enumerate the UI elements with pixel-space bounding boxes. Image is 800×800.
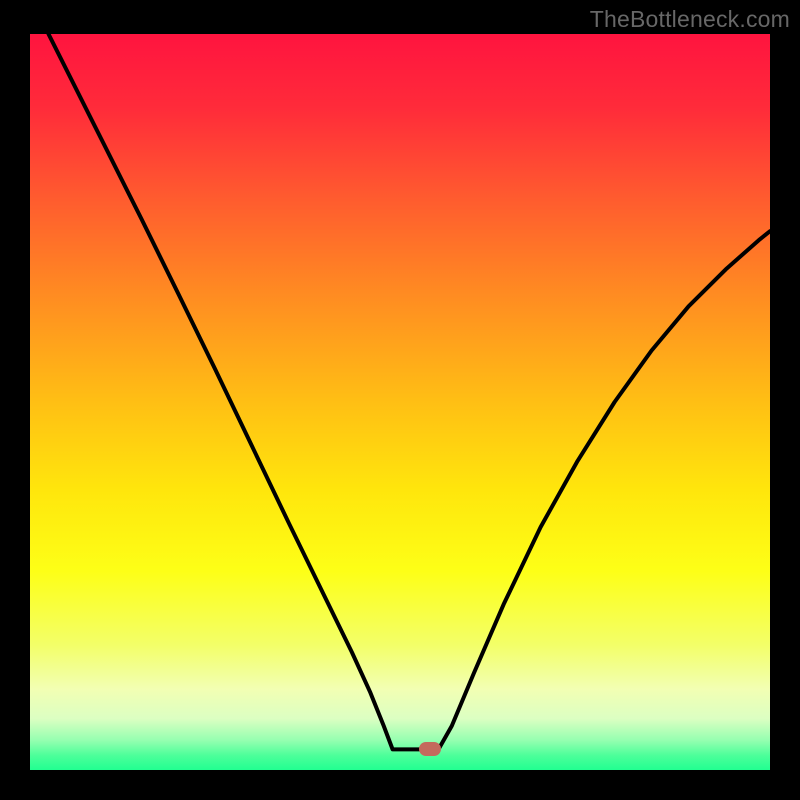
plot-area [30, 34, 770, 770]
watermark-text: TheBottleneck.com [590, 6, 790, 33]
gradient-heatmap [30, 34, 770, 770]
plot-background [0, 0, 800, 800]
optimal-point-marker [419, 742, 441, 756]
